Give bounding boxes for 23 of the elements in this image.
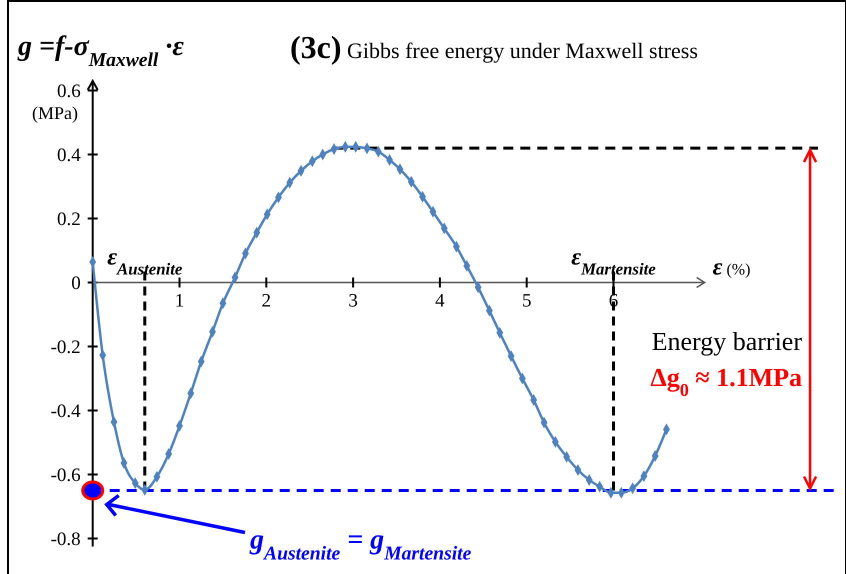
annotation: g$_{Austenite}$ = g$_{Martensite}$ [249, 524, 472, 564]
y-tick-label: 0.4 [56, 145, 82, 166]
y-tick-label: -0.8 [50, 529, 81, 550]
ref-line-label: ε$_{Martensite}$ [571, 244, 656, 278]
annotation: Energy barrier [652, 327, 802, 356]
x-tick-label: 1 [174, 290, 184, 312]
y-tick-label: 0 [71, 273, 81, 294]
text: (MPa) [32, 102, 78, 123]
x-tick-label: 2 [262, 290, 272, 312]
point [81, 480, 104, 500]
x-axis-title: ε (%) [712, 254, 750, 280]
y-tick-label: -0.2 [50, 337, 81, 358]
x-tick-label: 5 [522, 290, 532, 312]
y-axis-title: g =f-σ$_{Maxwell}$·ε [17, 31, 184, 70]
annotation: Δg$_{0}$ ≈ 1.1MPa [650, 363, 802, 400]
chart-title: (3c) Gibbs free energy under Maxwell stress [290, 29, 698, 65]
x-tick-label: 4 [435, 290, 446, 312]
ref-line-label: ε$_{Austenite}$ [107, 244, 183, 278]
y-tick-label: 0.2 [56, 209, 81, 230]
y-tick-label: -0.4 [50, 401, 82, 422]
y-tick-label: -0.6 [50, 465, 81, 486]
y-tick-label: 0.6 [56, 81, 81, 102]
x-tick-label: 3 [348, 290, 358, 312]
